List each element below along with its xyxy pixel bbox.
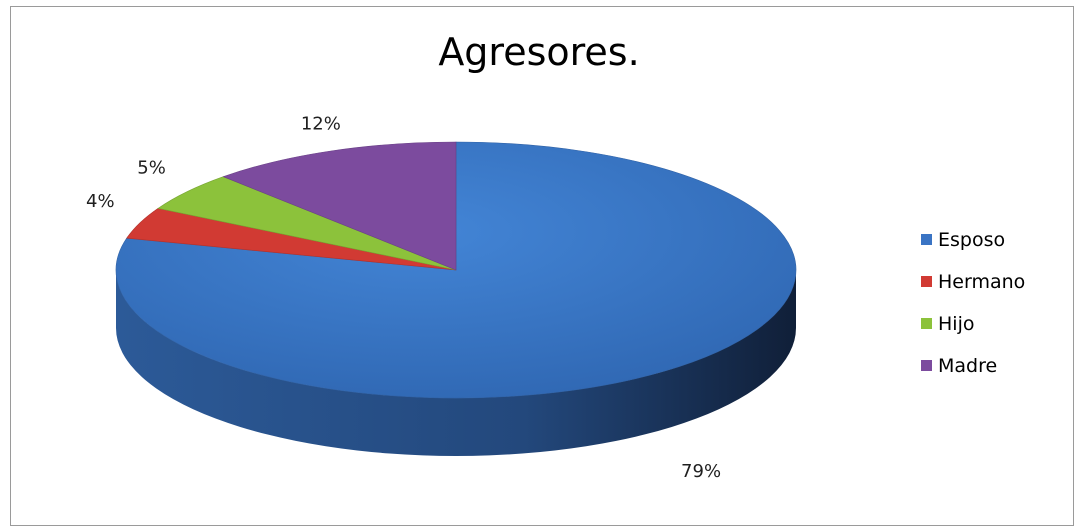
legend-label-hijo: Hijo <box>938 313 974 335</box>
legend-label-esposo: Esposo <box>938 229 1005 251</box>
legend-item-esposo: Esposo <box>921 229 1005 251</box>
legend-swatch-hermano <box>921 276 932 287</box>
legend-item-hijo: Hijo <box>921 313 974 335</box>
pie-side-esposo <box>116 270 796 456</box>
legend-swatch-madre <box>921 360 932 371</box>
pie-slice-madre <box>222 141 457 271</box>
legend-swatch-hijo <box>921 318 932 329</box>
legend-item-madre: Madre <box>921 355 997 377</box>
data-label-madre: 12% <box>301 113 341 134</box>
data-label-hijo: 5% <box>137 157 166 178</box>
legend-swatch-esposo <box>921 234 932 245</box>
legend-label-madre: Madre <box>938 355 997 377</box>
data-label-hermano: 4% <box>86 191 115 212</box>
legend-label-hermano: Hermano <box>938 271 1025 293</box>
legend-item-hermano: Hermano <box>921 271 1025 293</box>
data-label-esposo: 79% <box>681 461 721 482</box>
chart-title: Agresores. <box>438 30 640 74</box>
